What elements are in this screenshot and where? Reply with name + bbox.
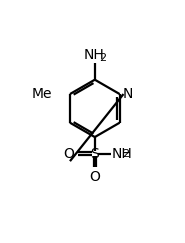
Text: Me: Me — [32, 87, 52, 101]
Text: O: O — [89, 170, 100, 184]
Text: NH: NH — [112, 147, 133, 161]
Text: N: N — [122, 87, 133, 101]
Text: O: O — [63, 147, 74, 161]
Text: 2: 2 — [99, 53, 106, 63]
Text: NH: NH — [84, 48, 105, 62]
Text: 2: 2 — [122, 149, 130, 159]
Text: S: S — [90, 147, 99, 161]
